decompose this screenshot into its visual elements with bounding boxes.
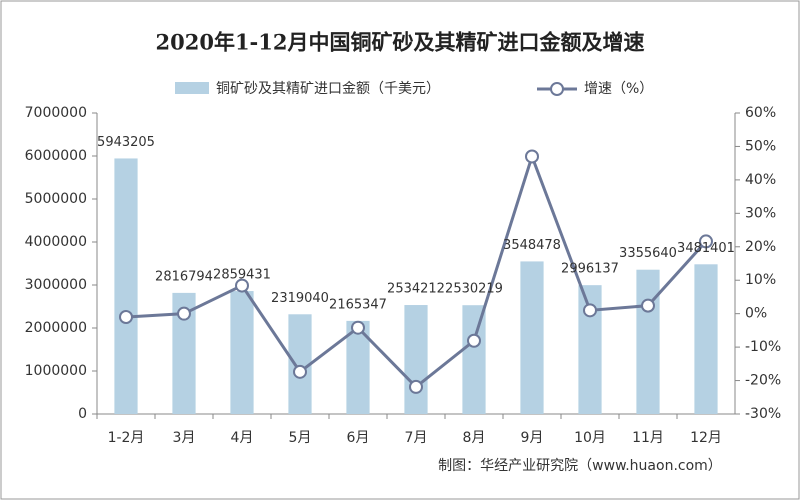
data-label: 2165347 — [329, 297, 387, 312]
x-tick-label: 3月 — [173, 430, 196, 446]
line-marker — [467, 333, 481, 348]
chart-title: 2020年1-12月中国铜矿砂及其精矿进口金额及增速 — [156, 30, 645, 55]
line-marker — [583, 303, 597, 318]
data-label: 2530219 — [445, 282, 503, 297]
y2-tick-label: -20% — [745, 373, 781, 389]
x-tick-label: 8月 — [463, 430, 486, 446]
x-tick-label: 4月 — [231, 430, 254, 446]
line-marker — [119, 310, 133, 325]
x-tick-label: 7月 — [405, 430, 428, 446]
legend-label: 铜矿砂及其精矿进口金额（千美元） — [216, 81, 440, 97]
y-tick-label: 0 — [78, 406, 87, 422]
y-tick-label: 1000000 — [25, 363, 87, 379]
y-tick-label: 4000000 — [25, 234, 87, 250]
y-tick-label: 2000000 — [25, 320, 87, 336]
y-tick-label: 7000000 — [25, 105, 87, 121]
y-tick-label: 6000000 — [25, 148, 87, 164]
bar — [636, 269, 660, 414]
y2-tick-label: 10% — [745, 272, 776, 288]
y2-tick-label: 60% — [745, 105, 776, 121]
line-marker — [699, 234, 713, 249]
legend-swatch — [175, 82, 209, 94]
data-label: 3355640 — [619, 246, 677, 261]
x-tick-label: 11月 — [632, 430, 664, 446]
bar — [404, 305, 428, 414]
y2-tick-label: 40% — [745, 172, 776, 188]
source: 制图：华经产业研究院（www.huaon.com） — [438, 458, 722, 474]
x-tick-label: 10月 — [574, 430, 606, 446]
data-label: 2996137 — [561, 262, 619, 277]
bar — [694, 264, 718, 414]
y2-tick-label: 30% — [745, 205, 776, 221]
line-marker — [641, 298, 655, 313]
data-label: 2859431 — [213, 268, 271, 283]
legend-marker — [550, 82, 564, 96]
line-marker — [293, 364, 307, 379]
x-tick-label: 12月 — [690, 430, 722, 446]
data-label: 3481401 — [677, 241, 735, 256]
line-marker — [177, 306, 191, 321]
bar — [520, 261, 544, 414]
y-tick-label: 5000000 — [25, 191, 87, 207]
y2-tick-label: 50% — [745, 138, 776, 154]
line-marker — [351, 320, 365, 335]
y2-tick-label: 0% — [745, 306, 767, 322]
y2-tick-label: 20% — [745, 239, 776, 255]
y2-tick-label: -10% — [745, 339, 781, 355]
bar — [346, 320, 370, 414]
legend-label: 增速（%） — [584, 81, 653, 97]
x-tick-label: 5月 — [289, 430, 312, 446]
x-tick-label: 1-2月 — [108, 430, 145, 446]
y2-tick-label: -30% — [745, 406, 781, 422]
bar — [462, 305, 486, 414]
data-label: 2816794 — [155, 269, 213, 284]
data-label: 5943205 — [97, 135, 155, 150]
x-tick-label: 9月 — [521, 430, 544, 446]
data-label: 2534212 — [387, 282, 445, 297]
x-tick-label: 6月 — [347, 430, 370, 446]
bar — [114, 158, 138, 414]
data-label: 2319040 — [271, 291, 329, 306]
line-marker — [409, 379, 423, 394]
bar — [230, 291, 254, 414]
data-label: 3548478 — [503, 238, 561, 253]
line-marker — [525, 149, 539, 164]
bar — [172, 292, 196, 414]
y-tick-label: 3000000 — [25, 277, 87, 293]
line-marker — [235, 278, 249, 293]
bar — [578, 285, 602, 414]
bar — [288, 314, 312, 414]
